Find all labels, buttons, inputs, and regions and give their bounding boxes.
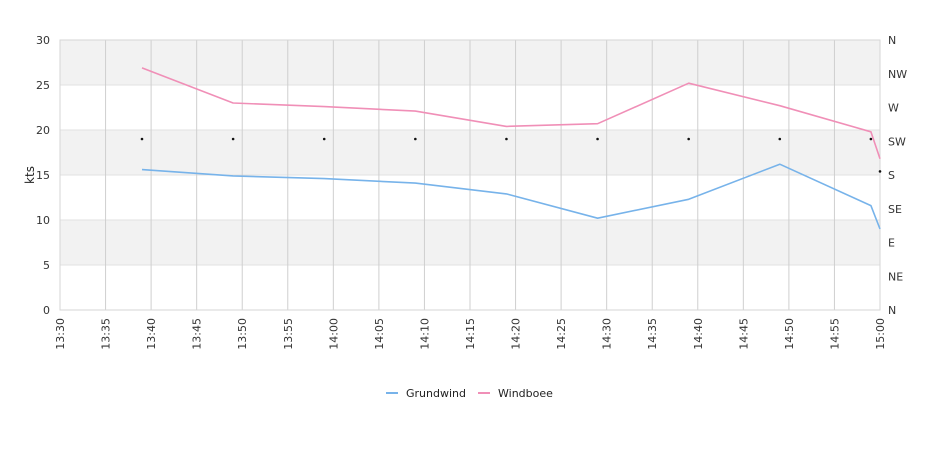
direction-marker	[231, 137, 235, 141]
x-tick-label: 13:40	[145, 318, 158, 350]
series-line-grundwind	[141, 163, 881, 230]
right-axis-label: N	[888, 34, 896, 47]
direction-markers	[140, 137, 882, 173]
right-axis-label: SW	[888, 135, 906, 148]
legend-label-grundwind: Grundwind	[406, 387, 466, 400]
direction-marker	[414, 137, 417, 141]
x-tick-label: 14:05	[373, 318, 386, 350]
series-lines	[141, 67, 881, 230]
direction-marker	[869, 137, 873, 141]
x-axis-ticks: 13:30 13:35 13:40 13:45 13:50 13:55 14:00 14:05…	[54, 318, 887, 350]
y-axis-label: kts	[23, 166, 37, 184]
right-axis-label: N	[888, 304, 896, 317]
x-tick-label: 13:55	[282, 318, 295, 350]
y-tick-label: 30	[36, 34, 50, 47]
x-tick-label: 14:40	[692, 318, 705, 350]
direction-marker	[322, 137, 326, 141]
x-tick-label: 14:10	[418, 318, 431, 350]
legend: Grundwind Windboee	[386, 387, 553, 400]
x-tick-label: 14:15	[464, 318, 477, 350]
x-tick-label: 14:25	[555, 318, 568, 350]
y-tick-label: 5	[43, 259, 50, 272]
x-tick-label: 14:50	[783, 318, 796, 350]
right-axis-ticks: N NE E SE S SW W NW N	[888, 34, 907, 317]
right-axis-label: E	[888, 237, 895, 250]
direction-marker	[505, 137, 508, 141]
x-tick-label: 15:00	[874, 318, 887, 350]
x-tick-label: 14:45	[737, 318, 750, 350]
x-tick-label: 14:00	[327, 318, 340, 350]
y-tick-label: 10	[36, 214, 50, 227]
right-axis-label: SE	[888, 203, 902, 216]
right-axis-label: NE	[888, 270, 903, 283]
plot-area	[59, 39, 881, 311]
y-tick-label: 25	[36, 79, 50, 92]
right-axis-label: S	[888, 169, 895, 182]
direction-marker	[687, 137, 690, 141]
direction-marker	[140, 137, 144, 141]
x-tick-label: 13:35	[100, 318, 113, 350]
x-tick-label: 13:45	[191, 318, 204, 350]
right-axis-label: W	[888, 102, 899, 115]
x-tick-label: 14:30	[601, 318, 614, 350]
legend-label-windboee: Windboee	[498, 387, 553, 400]
y-axis-ticks: 0 5 10 15 20 25 30	[36, 34, 50, 317]
y-tick-label: 0	[43, 304, 50, 317]
series-line-windboee	[141, 67, 881, 160]
direction-marker	[878, 170, 882, 173]
x-tick-label: 13:50	[236, 318, 249, 350]
y-tick-label: 20	[36, 124, 50, 137]
x-tick-label: 13:30	[54, 318, 67, 350]
x-tick-label: 14:55	[828, 318, 841, 350]
x-tick-label: 14:20	[510, 318, 523, 350]
direction-marker	[778, 137, 782, 141]
direction-marker	[596, 137, 599, 141]
x-tick-label: 14:35	[646, 318, 659, 350]
y-tick-label: 15	[36, 169, 50, 182]
right-axis-label: NW	[888, 68, 907, 81]
